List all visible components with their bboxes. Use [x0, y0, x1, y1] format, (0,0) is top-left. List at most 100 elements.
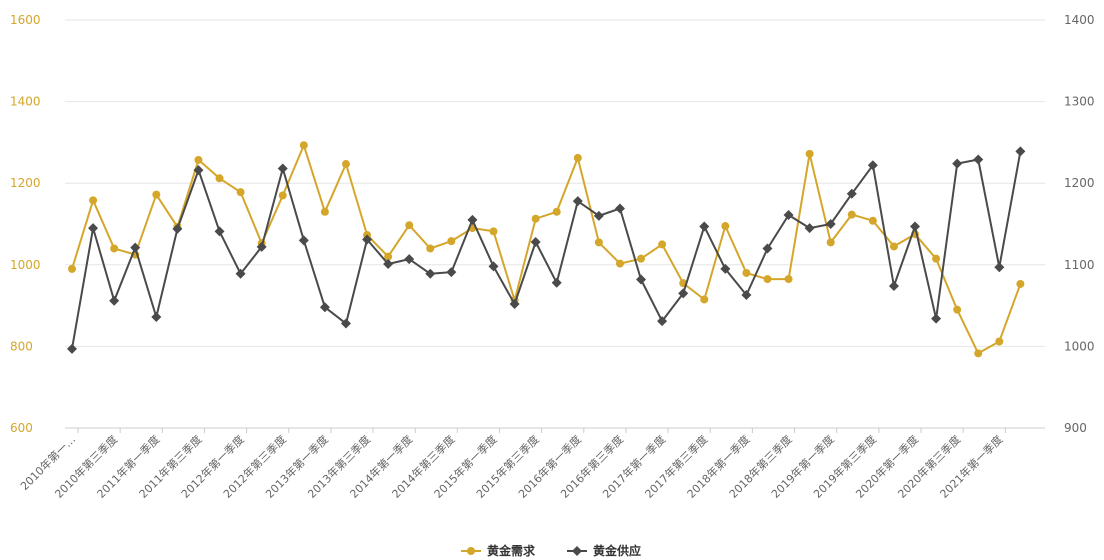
series-supply [67, 146, 1026, 354]
data-point [193, 165, 204, 176]
left-y-axis: 600 800 1000 1200 1400 1600 [10, 13, 41, 435]
legend-supply-marker [572, 546, 582, 556]
data-point [594, 238, 603, 247]
left-tick-label: 1400 [10, 95, 41, 109]
data-point [298, 235, 309, 246]
data-point [784, 275, 793, 284]
data-point [109, 295, 120, 306]
legend-supply-label: 黄金供应 [593, 543, 641, 558]
data-point [67, 343, 77, 354]
data-point [804, 223, 815, 234]
data-point [320, 207, 329, 216]
data-point [89, 196, 98, 205]
data-point [889, 242, 898, 251]
data-point [362, 234, 373, 245]
data-point [867, 160, 878, 171]
data-point [489, 227, 498, 236]
data-point [509, 298, 520, 309]
data-point [1016, 279, 1025, 288]
data-point [278, 191, 287, 200]
data-point [467, 214, 478, 225]
data-point [152, 190, 161, 199]
right-tick-label: 1300 [1064, 95, 1095, 109]
data-point [68, 264, 76, 273]
right-tick-label: 1200 [1064, 176, 1095, 190]
data-point [530, 236, 541, 247]
right-tick-label: 1400 [1064, 13, 1095, 27]
left-tick-label: 1600 [10, 13, 41, 27]
data-point [319, 302, 330, 313]
data-point [762, 243, 773, 254]
data-point [658, 240, 667, 249]
series-demand [68, 141, 1025, 358]
data-point [973, 154, 984, 165]
data-point [404, 254, 415, 265]
data-point [488, 261, 499, 272]
data-point [551, 277, 562, 288]
data-point [341, 160, 350, 169]
left-tick-label: 800 [10, 339, 33, 353]
data-point [214, 226, 225, 237]
right-tick-label: 900 [1064, 421, 1087, 435]
legend[interactable]: 黄金需求 黄金供应 [461, 543, 641, 558]
data-point [130, 242, 141, 253]
data-point [699, 221, 710, 232]
left-tick-label: 600 [10, 421, 33, 435]
data-point [846, 188, 857, 199]
right-tick-label: 1000 [1064, 339, 1095, 353]
data-point [88, 223, 99, 234]
data-point [215, 174, 224, 183]
data-point [426, 244, 435, 253]
data-point [994, 262, 1005, 273]
x-axis: 2010年第一…2010年第三季度2011年第一季度2011年第三季度2012年… [17, 427, 1045, 501]
data-point [910, 221, 921, 232]
left-tick-label: 1200 [10, 176, 41, 190]
series-line [71, 151, 1022, 349]
series-line [71, 144, 1022, 355]
legend-item-supply[interactable]: 黄金供应 [567, 543, 641, 558]
data-point [636, 274, 647, 285]
data-point [721, 222, 730, 231]
legend-demand-marker [467, 547, 475, 555]
data-point [172, 223, 183, 234]
data-point [868, 216, 877, 225]
data-point [700, 295, 709, 304]
data-point [637, 254, 646, 263]
data-point [763, 275, 772, 284]
data-point [383, 258, 394, 269]
data-point [614, 203, 625, 214]
data-point [151, 312, 162, 323]
data-point [847, 210, 856, 219]
data-point [572, 196, 583, 207]
right-tick-label: 1100 [1064, 258, 1095, 272]
data-point [573, 153, 582, 162]
grid-lines [65, 19, 1045, 429]
data-point [194, 155, 203, 164]
data-point [932, 254, 941, 263]
data-point [384, 252, 393, 261]
data-point [1015, 146, 1026, 157]
data-point [299, 141, 308, 150]
data-point [340, 318, 351, 329]
data-point [256, 241, 267, 252]
legend-demand-label: 黄金需求 [487, 543, 536, 558]
data-point [741, 289, 752, 300]
data-point [552, 207, 561, 216]
data-point [531, 214, 540, 223]
data-point [425, 268, 436, 279]
data-point [405, 221, 414, 230]
data-point [805, 149, 814, 158]
left-tick-label: 1000 [10, 258, 41, 272]
data-point [235, 268, 246, 279]
data-point [277, 163, 288, 174]
legend-item-demand[interactable]: 黄金需求 [461, 543, 536, 558]
data-point [953, 305, 962, 314]
data-point [678, 288, 689, 299]
data-point [657, 316, 668, 327]
data-point [826, 238, 835, 247]
series-layer [67, 141, 1026, 358]
data-point [888, 281, 899, 292]
data-point [110, 244, 119, 253]
data-point [446, 267, 457, 278]
